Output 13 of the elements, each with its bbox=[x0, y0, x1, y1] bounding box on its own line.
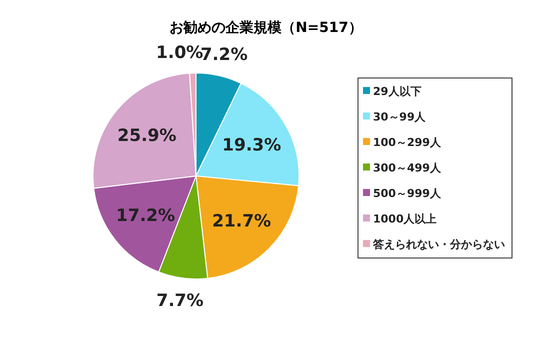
chart-title: お勧めの企業規模（N=517） bbox=[170, 20, 362, 36]
legend-label: 1000人以上 bbox=[373, 212, 437, 226]
legend-label: 答えられない・分からない bbox=[372, 238, 505, 251]
data-label: 25.9% bbox=[117, 126, 176, 146]
data-label: 19.3% bbox=[222, 136, 282, 156]
data-label: 21.7% bbox=[212, 212, 272, 232]
data-label: 17.2% bbox=[116, 206, 176, 226]
legend-label: 500～999人 bbox=[373, 186, 442, 200]
legend-label: 30～99人 bbox=[373, 110, 427, 124]
legend-label: 100～299人 bbox=[373, 136, 442, 149]
legend-label: 29人以下 bbox=[373, 84, 422, 98]
data-label: 7.7% bbox=[156, 290, 204, 311]
legend-label: 300～499人 bbox=[373, 161, 442, 174]
